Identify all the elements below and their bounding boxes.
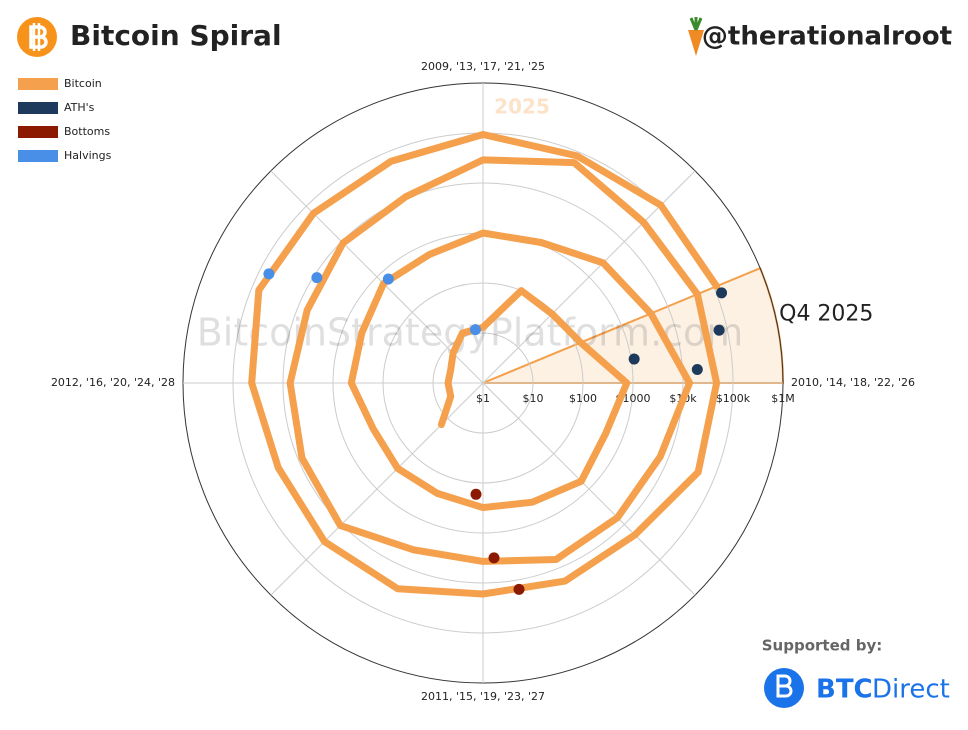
minor-grid-line <box>482 382 696 596</box>
minor-grid-line <box>270 382 484 596</box>
marker <box>713 324 725 336</box>
legend-label: Bitcoin <box>64 77 102 90</box>
r-tick-label: $100 <box>569 392 597 405</box>
marker <box>311 272 323 284</box>
marker <box>628 353 640 365</box>
annotation: 2025 <box>494 95 550 119</box>
legend-swatch <box>18 78 58 90</box>
legend-label: Bottoms <box>64 125 110 138</box>
brand-btc: BTC <box>816 675 873 705</box>
legend-swatch <box>18 150 58 162</box>
legend-swatch <box>18 126 58 138</box>
marker <box>691 364 703 376</box>
angular-tick-label: 2012, '16, '20, '24, '28 <box>51 376 175 389</box>
price-line <box>248 130 721 598</box>
r-tick-label: $1M <box>771 392 795 405</box>
angular-tick-label: 2009, '13, '17, '21, '25 <box>421 60 545 73</box>
marker <box>263 268 275 280</box>
brand-direct: Direct <box>872 675 950 705</box>
r-tick-label: $10 <box>523 392 544 405</box>
carrot-icon <box>688 17 704 56</box>
marker <box>382 273 394 285</box>
legend-label: Halvings <box>64 149 112 162</box>
legend-label: ATH's <box>64 101 95 114</box>
marker <box>470 488 482 500</box>
angular-tick-label: 2010, '14, '18, '22, '26 <box>791 376 915 389</box>
r-tick-label: $100k <box>716 392 751 405</box>
page-title: Bitcoin Spiral <box>70 19 282 52</box>
marker <box>513 583 525 595</box>
legend-swatch <box>18 102 58 114</box>
supported-label: Supported by: <box>762 637 882 655</box>
btcdirect-logo <box>764 668 804 708</box>
marker <box>488 552 500 564</box>
minor-grid-line <box>270 170 484 384</box>
marker <box>716 287 728 299</box>
marker <box>469 324 481 336</box>
bitcoin-logo <box>17 17 57 57</box>
handle: @therationalroot <box>702 22 952 52</box>
highlight-label: Q4 2025 <box>779 302 873 327</box>
angular-tick-label: 2011, '15, '19, '23, '27 <box>421 690 545 703</box>
